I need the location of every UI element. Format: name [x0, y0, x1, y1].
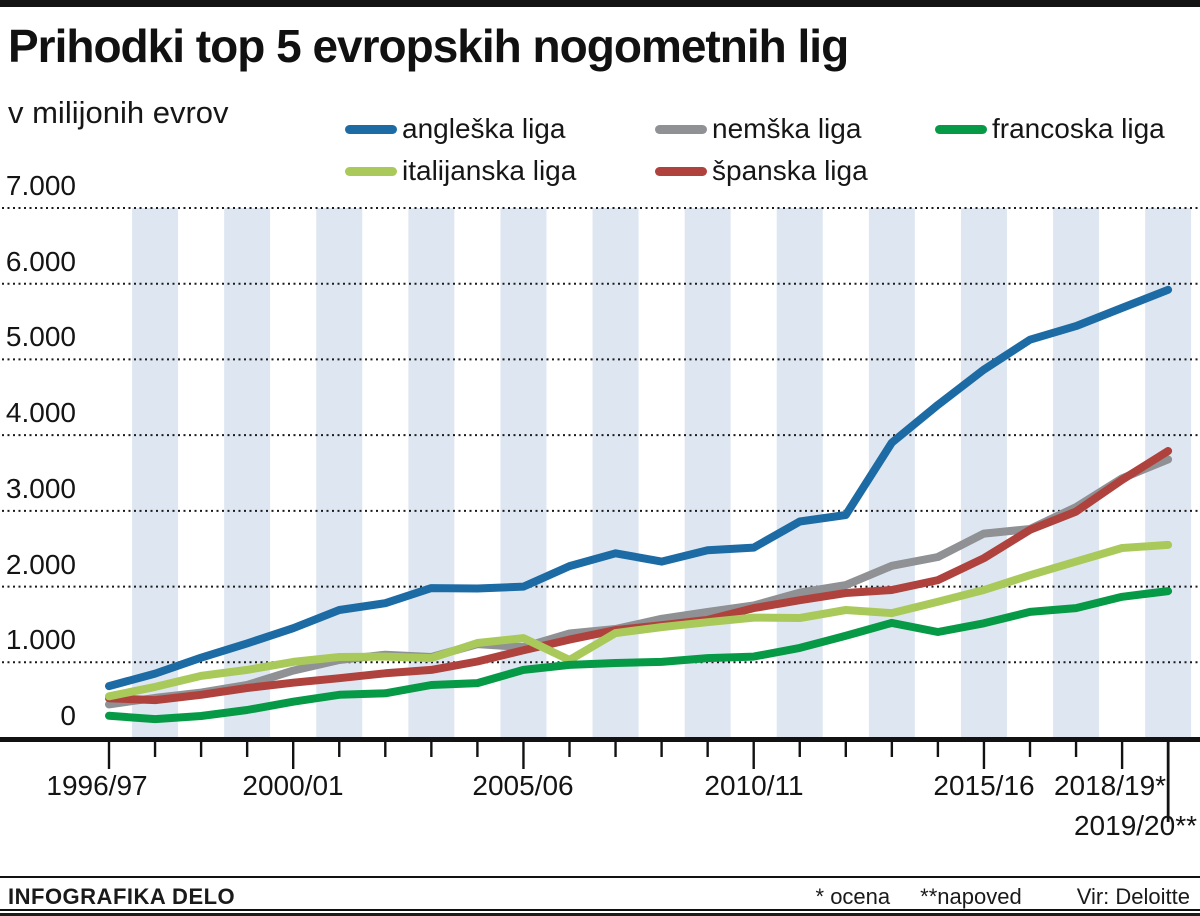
background-band	[776, 208, 823, 738]
legend-swatch-francoska	[935, 124, 987, 134]
legend-label: španska liga	[712, 155, 868, 186]
chart-unit-label: v milijonih evrov	[8, 95, 229, 130]
y-axis-label: 0	[60, 700, 76, 731]
legend-swatch-angleska	[345, 124, 397, 134]
infographic-credit: INFOGRAFIKA DELO	[8, 884, 236, 909]
legend-label: nemška liga	[712, 113, 862, 144]
legend-item-angleska-liga: angleška liga	[345, 115, 565, 143]
y-axis-label: 1.000	[5, 624, 76, 655]
x-axis-label: 2005/06	[472, 770, 574, 801]
legend-label: francoska liga	[992, 113, 1165, 144]
bottom-border-bar	[0, 913, 1200, 916]
legend-swatch-italijanska	[345, 166, 397, 176]
y-axis-label: 5.000	[5, 321, 76, 352]
top-border-bar	[0, 0, 1200, 7]
x-axis-label: 2015/16	[933, 770, 1035, 801]
background-band	[960, 208, 1007, 738]
footer-notes: * ocena **napoved Vir: Deloitte	[816, 884, 1190, 910]
y-axis-label: 7.000	[5, 170, 76, 201]
legend-swatch-nemska	[655, 124, 707, 134]
x-axis-label: 2018/19*	[1053, 770, 1167, 801]
bottom-border-line	[0, 909, 1200, 911]
background-band	[684, 208, 731, 738]
footer-divider	[0, 876, 1200, 878]
page-title: Prihodki top 5 evropskih nogometnih lig	[8, 20, 849, 72]
series-line-francoska	[105, 587, 1173, 724]
footnote-forecast: **napoved	[920, 884, 1022, 909]
background-band	[500, 208, 547, 738]
source-credit: Vir: Deloitte	[1076, 884, 1190, 909]
legend-item-nemska-liga: nemška liga	[655, 115, 861, 143]
legend-label: italijanska liga	[402, 155, 577, 186]
legend-item-italijanska-liga: italijanska liga	[345, 157, 576, 185]
y-axis-label: 2.000	[5, 549, 76, 580]
y-axis-label: 3.000	[5, 473, 76, 504]
footer: INFOGRAFIKA DELO * ocena **napoved Vir: …	[0, 884, 1200, 910]
x-axis-label: 2010/11	[704, 770, 804, 801]
legend-label: angleška liga	[402, 113, 566, 144]
legend-item-spanska-liga: španska liga	[655, 157, 868, 185]
y-axis-label: 6.000	[5, 246, 76, 277]
background-band	[1053, 208, 1100, 738]
series-line-italijanska	[105, 540, 1173, 701]
background-band	[316, 208, 363, 738]
background-band	[592, 208, 639, 738]
series-line-angleška	[105, 285, 1173, 691]
legend-swatch-spanska	[655, 166, 707, 176]
background-band	[132, 208, 179, 738]
x-axis-label: 2000/01	[242, 770, 344, 801]
background-band	[224, 208, 271, 738]
legend-item-francoska-liga: francoska liga	[935, 115, 1165, 143]
x-axis-label: 1996/97	[46, 770, 148, 801]
y-axis-label: 4.000	[5, 397, 76, 428]
footnote-estimate: * ocena	[815, 884, 891, 909]
x-axis-label-second-row: 2019/20**	[1073, 810, 1197, 841]
